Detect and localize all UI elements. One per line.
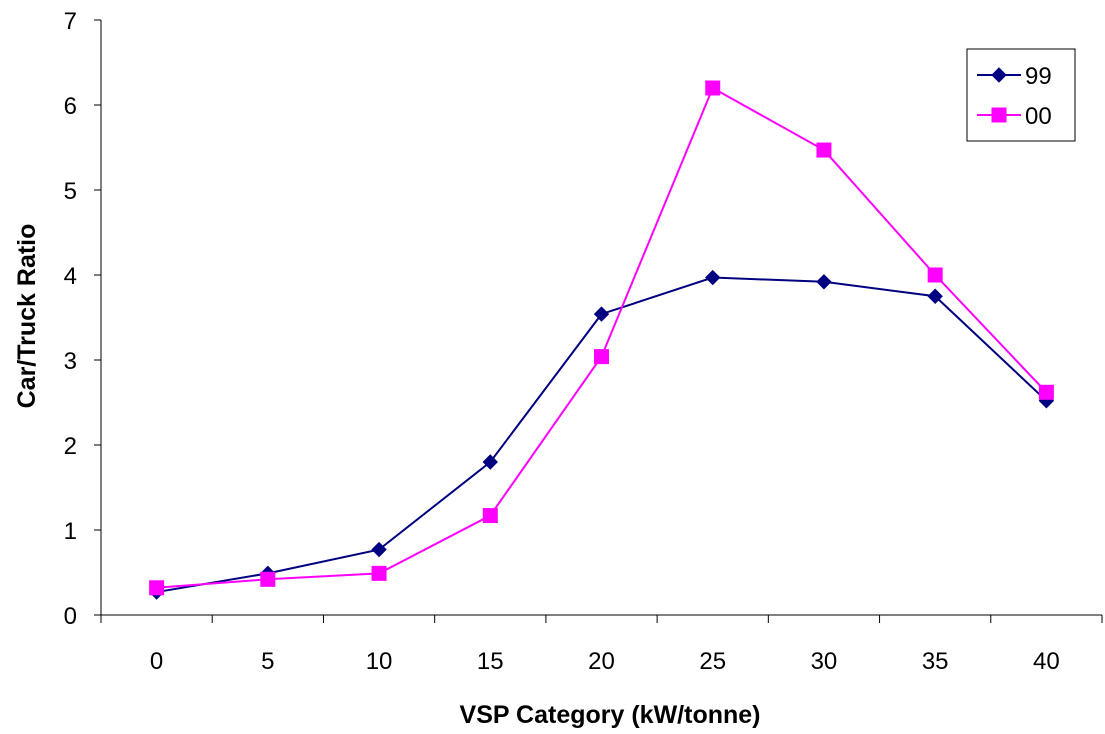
x-tick-label: 40 — [1033, 648, 1060, 675]
data-point-99-10 — [371, 541, 387, 558]
x-axis-title: VSP Category (kW/tonne) — [460, 701, 761, 729]
plot-area: 0 1 2 3 4 5 6 7 0 5 10 15 20 25 30 35 40 — [64, 8, 1103, 675]
data-point-00-10 — [371, 565, 387, 581]
x-tick-label: 35 — [922, 648, 949, 675]
data-point-99-15 — [482, 454, 498, 470]
y-tick-label: 1 — [64, 518, 77, 545]
x-tick-label: 10 — [366, 648, 393, 675]
data-point-99-30 — [816, 274, 832, 290]
y-tick-label: 2 — [64, 433, 77, 460]
x-tick-label: 5 — [261, 648, 274, 675]
data-point-00-15 — [482, 508, 498, 524]
legend-label: 99 — [1025, 63, 1052, 90]
y-tick-label: 5 — [64, 178, 77, 205]
data-point-00-5 — [260, 571, 276, 587]
series-line-99 — [156, 276, 1048, 594]
data-point-00-0 — [149, 580, 165, 596]
x-tick-label: 20 — [588, 648, 615, 675]
data-point-00-20 — [594, 349, 609, 365]
data-point-00-30 — [816, 142, 832, 158]
data-point-00-40 — [1038, 384, 1054, 400]
y-ticks: 0 1 2 3 4 5 6 7 — [64, 8, 101, 630]
y-tick-label: 3 — [64, 348, 77, 375]
x-ticks: 0 5 10 15 20 25 30 35 40 — [100, 615, 1103, 675]
series-99 — [148, 269, 1055, 600]
x-tick-label: 30 — [811, 648, 838, 675]
legend-entry-99: 99 — [977, 63, 1052, 90]
y-tick-label: 0 — [64, 603, 77, 630]
series-layer — [148, 80, 1055, 600]
y-tick-label: 4 — [64, 263, 77, 290]
series-00 — [149, 80, 1054, 596]
data-point-00-25 — [705, 80, 721, 96]
y-tick-label: 6 — [64, 93, 77, 120]
x-tick-label: 25 — [699, 648, 726, 675]
legend-entry-00: 00 — [977, 103, 1052, 130]
x-tick-label: 0 — [150, 648, 163, 675]
legend-marker — [991, 67, 1007, 83]
data-point-99-25 — [705, 269, 721, 286]
series-line-00 — [156, 86, 1048, 589]
legend-marker — [991, 107, 1007, 123]
legend-box — [966, 48, 1076, 142]
y-axis-title: Car/Truck Ratio — [13, 224, 41, 409]
legend-label: 00 — [1025, 103, 1052, 130]
data-point-99-20 — [593, 306, 610, 322]
data-point-99-35 — [927, 288, 943, 304]
x-tick-label: 15 — [477, 648, 504, 675]
data-point-00-35 — [927, 267, 943, 283]
y-tick-label: 7 — [64, 8, 77, 35]
